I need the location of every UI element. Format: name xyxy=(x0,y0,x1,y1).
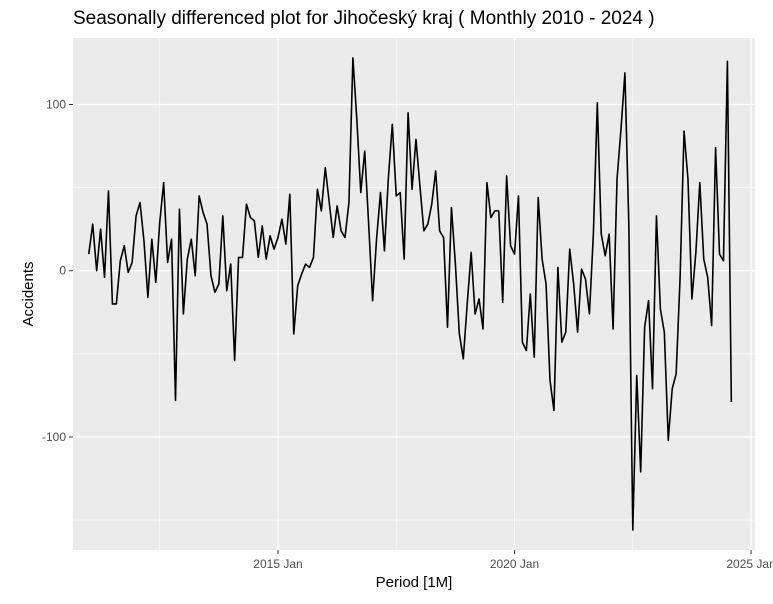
y-tick-label: 100 xyxy=(46,97,66,111)
axis-ticks xyxy=(69,103,752,554)
y-tick-label: -100 xyxy=(42,430,66,444)
plot-panel xyxy=(73,38,755,550)
y-axis-label: Accidents xyxy=(20,261,37,326)
x-tick-label: 2025 Jan xyxy=(726,557,773,571)
grid-lines xyxy=(73,38,755,550)
y-tick-label: 0 xyxy=(59,264,66,278)
chart-title: Seasonally differenced plot for Jihočesk… xyxy=(73,8,655,29)
x-axis-label: Period [1M] xyxy=(376,574,453,591)
x-tick-label: 2020 Jan xyxy=(490,557,539,571)
tick-labels: 100 0 -100 2015 Jan 2020 Jan 2025 Jan xyxy=(42,97,773,571)
x-tick-label: 2015 Jan xyxy=(253,557,302,571)
series-line xyxy=(87,57,733,531)
